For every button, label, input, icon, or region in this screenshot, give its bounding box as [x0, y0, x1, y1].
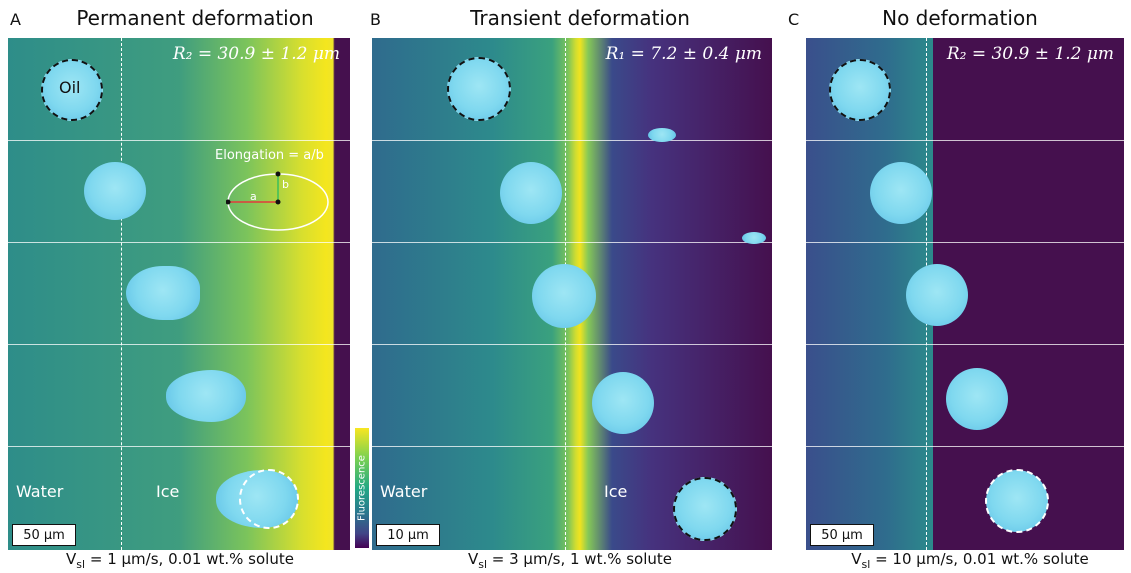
- scale-bar: 10 μm: [376, 524, 440, 546]
- elongation-label: Elongation = a/b: [215, 148, 324, 163]
- panel-a-separator: [8, 242, 350, 243]
- oil-label: Oil: [59, 78, 81, 97]
- droplet: [166, 370, 246, 422]
- droplet: [946, 368, 1008, 430]
- panel-c-separator: [806, 344, 1124, 345]
- water-label: Water: [16, 482, 64, 501]
- panel-c-separator: [806, 140, 1124, 141]
- droplet: [673, 477, 737, 541]
- panel-c-image: R₂ = 30.9 ± 1.2 μm 50 μm: [806, 38, 1124, 550]
- water-label: Water: [380, 482, 428, 501]
- axis-b-label: b: [282, 178, 289, 191]
- droplet: [592, 372, 654, 434]
- droplet: [84, 162, 146, 220]
- small-droplet: [742, 232, 766, 244]
- panel-a-separator: [8, 446, 350, 447]
- droplet: [870, 162, 932, 224]
- droplet-outline: [239, 469, 299, 529]
- panel-c-caption: Vsl = 10 μm/s, 0.01 wt.% solute: [851, 550, 1089, 571]
- panel-a-image: R₂ = 30.9 ± 1.2 μm Oil Elongation = a/b …: [8, 38, 350, 550]
- panel-c-separator: [806, 446, 1124, 447]
- panel-a-separator: [8, 140, 350, 141]
- panel-b-separator: [372, 446, 772, 447]
- fluorescence-colorbar: [355, 428, 369, 548]
- scale-bar: 50 μm: [12, 524, 76, 546]
- panel-b-letter: B: [370, 10, 381, 29]
- colorbar-label: Fluorescence: [356, 455, 368, 521]
- ice-label: Ice: [156, 482, 180, 501]
- panel-b-title: Transient deformation: [470, 6, 690, 30]
- panel-b-image: R₁ = 7.2 ± 0.4 μm Water Ice 10 μm: [372, 38, 772, 550]
- droplet: [500, 162, 562, 224]
- oil-droplet: [41, 59, 103, 121]
- panel-a-ice-front: [121, 38, 122, 550]
- panel-a-letter: A: [10, 10, 21, 29]
- panel-b-separator: [372, 344, 772, 345]
- panel-b-caption: Vsl = 3 μm/s, 1 wt.% solute: [467, 550, 673, 571]
- panel-c-radius: R₂ = 30.9 ± 1.2 μm: [946, 44, 1114, 64]
- ice-label: Ice: [604, 482, 628, 501]
- elongation-ellipse: [226, 171, 329, 231]
- panel-b-separator: [372, 140, 772, 141]
- panel-b-separator: [372, 242, 772, 243]
- droplet: [829, 59, 891, 121]
- small-droplet: [648, 128, 676, 142]
- panel-a-separator: [8, 344, 350, 345]
- droplet: [906, 264, 968, 326]
- droplet: [985, 469, 1049, 533]
- panel-c-letter: C: [788, 10, 800, 29]
- panel-b-radius: R₁ = 7.2 ± 0.4 μm: [605, 44, 762, 64]
- droplet: [126, 266, 200, 320]
- droplet: [447, 57, 511, 121]
- droplet: [216, 470, 298, 528]
- panel-c-title: No deformation: [882, 6, 1038, 30]
- scale-bar: 50 μm: [810, 524, 874, 546]
- droplet: [532, 264, 596, 328]
- panel-c-separator: [806, 242, 1124, 243]
- panel-a-caption: Vsl = 1 μm/s, 0.01 wt.% solute: [66, 550, 294, 571]
- panel-a-title: Permanent deformation: [76, 6, 314, 30]
- panel-a-radius: R₂ = 30.9 ± 1.2 μm: [172, 44, 340, 64]
- axis-a-label: a: [250, 190, 257, 203]
